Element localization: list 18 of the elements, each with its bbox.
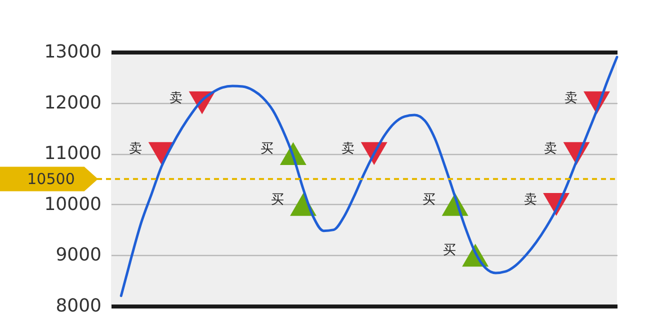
text: 买: [442, 243, 456, 258]
text: 买: [270, 192, 284, 208]
text: 卖: [564, 90, 578, 106]
ref-line-label: 10500: [27, 170, 75, 188]
y-tick-label: 8000: [56, 296, 102, 316]
series-label: 卖: [524, 192, 537, 208]
text: 买: [422, 192, 436, 208]
series-label: 买: [260, 142, 274, 157]
y-tick-label: 11000: [44, 143, 102, 164]
y-tick-label: 13000: [44, 42, 102, 62]
y-tick-label: 9000: [56, 244, 102, 266]
text: 卖: [342, 142, 355, 157]
text: 卖: [129, 142, 142, 157]
y-tick-label: 12000: [44, 92, 102, 114]
text: 卖: [170, 90, 183, 106]
y-tick-label: 10000: [44, 194, 102, 215]
text: 卖: [544, 142, 558, 157]
line-series: [120, 56, 618, 298]
